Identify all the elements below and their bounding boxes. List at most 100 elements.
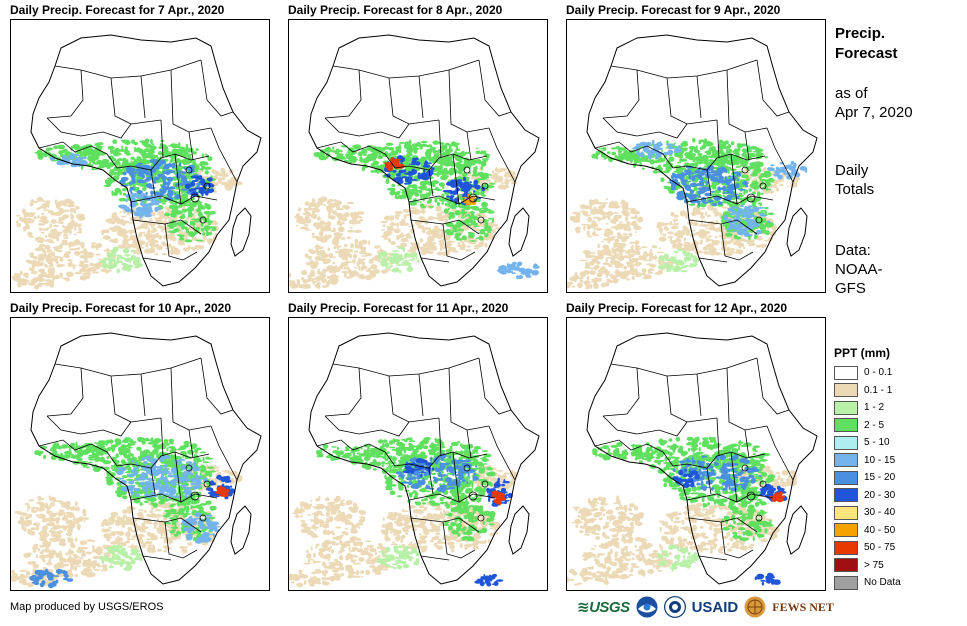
precip-cell <box>478 235 484 241</box>
precip-cell <box>296 280 301 285</box>
precip-cell <box>122 188 127 192</box>
precip-cell <box>188 167 194 172</box>
precip-cell <box>594 198 599 204</box>
precip-cell <box>719 179 727 182</box>
precip-cell <box>493 172 499 175</box>
precip-cell <box>466 245 471 248</box>
precip-cell <box>432 140 440 145</box>
panel-title: Daily Precip. Forecast for 8 Apr., 2020 <box>288 3 503 17</box>
map-panel-apr-9: Daily Precip. Forecast for 9 Apr., 2020 <box>566 3 828 293</box>
precip-cell <box>107 257 116 263</box>
precip-cell <box>63 237 69 239</box>
precip-cell <box>483 208 488 213</box>
country-border <box>672 153 766 171</box>
precip-cell <box>775 166 780 170</box>
precip-cell <box>410 207 418 210</box>
precip-cell <box>442 251 447 256</box>
precip-cell <box>73 233 77 236</box>
precip-cell <box>744 166 752 170</box>
precip-cell <box>588 205 593 210</box>
precip-cell <box>391 187 396 191</box>
precip-cell <box>365 274 373 281</box>
precip-cell <box>144 148 150 153</box>
precip-cell <box>581 223 589 226</box>
precip-cell <box>774 169 781 175</box>
precip-cell <box>135 262 143 268</box>
precip-cell <box>708 220 715 226</box>
precip-cell <box>198 201 203 204</box>
precip-cell <box>635 261 642 266</box>
precip-cell <box>643 251 648 255</box>
precip-cell <box>388 238 392 243</box>
precip-cell <box>749 153 757 158</box>
precip-cell <box>471 185 477 188</box>
precip-map <box>10 19 270 293</box>
precip-cell <box>631 244 634 251</box>
precip-cell <box>151 143 155 146</box>
precip-cell <box>30 270 38 275</box>
precip-cell <box>299 221 307 225</box>
precip-cell <box>205 204 212 210</box>
precip-cell <box>500 182 506 184</box>
precip-cell <box>613 225 622 229</box>
precip-cell <box>319 222 327 225</box>
africa-coastline <box>586 34 818 287</box>
precip-cell <box>756 192 761 198</box>
country-border <box>452 153 460 205</box>
panel-title: Daily Precip. Forecast for 7 Apr., 2020 <box>10 3 225 17</box>
precip-cell <box>400 242 408 248</box>
precip-cell <box>62 155 66 160</box>
precip-cell <box>617 256 625 261</box>
precip-cell <box>624 223 630 228</box>
precip-cell <box>761 186 768 189</box>
precip-cell <box>737 249 744 255</box>
precip-cell <box>517 261 523 267</box>
precip-cell <box>312 280 315 285</box>
precip-cell <box>202 234 207 240</box>
precip-cell <box>307 255 313 260</box>
precip-cell <box>167 243 172 248</box>
precip-cell <box>170 246 176 250</box>
precip-cell <box>606 278 611 283</box>
precip-cell <box>385 142 394 146</box>
precip-cell <box>194 175 202 180</box>
precip-cell <box>657 166 663 172</box>
precip-cell <box>606 151 611 155</box>
precip-cell <box>66 518 69 523</box>
precip-cell <box>317 154 325 158</box>
precip-cell <box>105 248 110 251</box>
precip-cell <box>199 161 204 167</box>
precip-cell <box>651 139 655 145</box>
country-border <box>210 127 238 183</box>
precip-cell <box>189 232 195 238</box>
precip-cell <box>461 172 468 178</box>
precip-cell <box>370 264 378 270</box>
precip-cell <box>605 272 608 278</box>
precip-cell <box>732 193 739 196</box>
precip-cell <box>724 176 728 181</box>
precip-cell <box>708 251 716 255</box>
precip-cell <box>635 152 642 156</box>
precip-cell <box>434 150 437 153</box>
precip-cell <box>68 261 73 267</box>
precip-cell <box>412 256 415 261</box>
precip-cell <box>321 278 327 283</box>
precip-cell <box>589 261 596 263</box>
precip-cell <box>178 162 182 167</box>
precip-cell <box>617 234 624 240</box>
precip-cell <box>612 220 617 225</box>
precip-cell <box>427 251 434 254</box>
precip-cell <box>730 141 735 146</box>
precip-cell <box>705 227 709 230</box>
precip-cell <box>647 154 652 160</box>
precip-cell <box>395 177 400 182</box>
precip-cell <box>743 227 748 233</box>
precip-cell <box>378 245 382 248</box>
precip-cell <box>113 152 122 156</box>
precip-cell <box>169 236 173 241</box>
precip-cell <box>622 154 630 160</box>
precip-cell <box>344 211 349 218</box>
precip-cell <box>740 197 747 202</box>
precip-cell <box>427 216 434 221</box>
precip-cell <box>628 257 631 262</box>
